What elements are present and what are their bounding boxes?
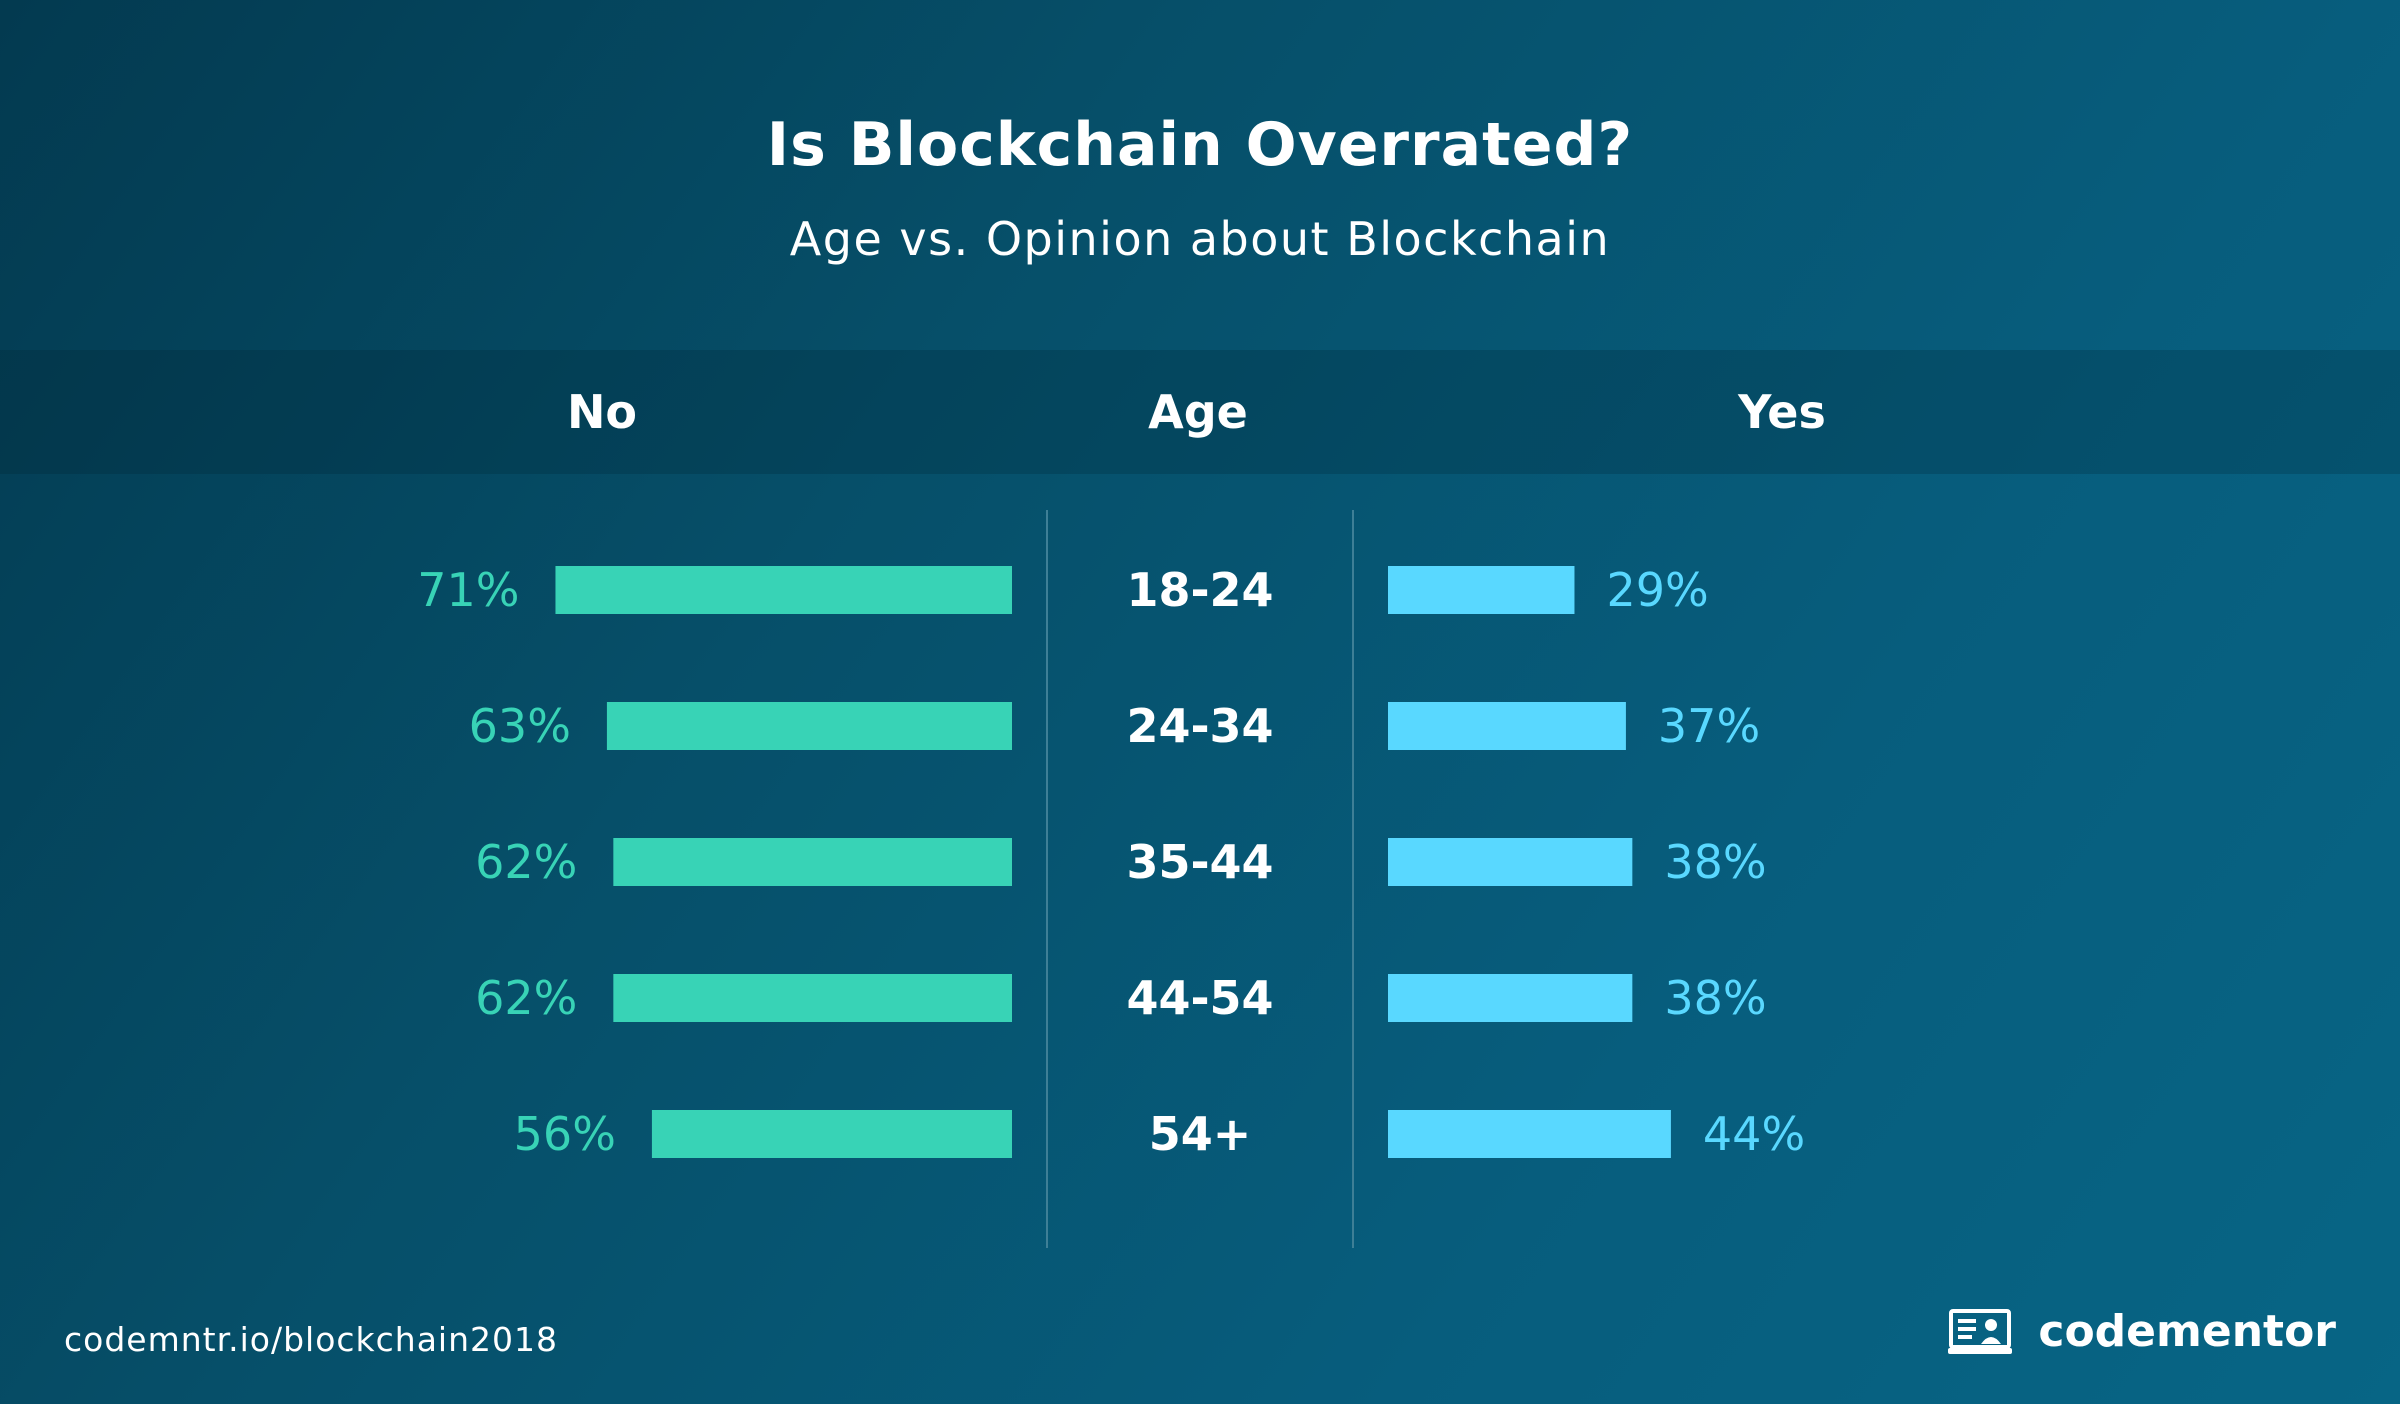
no-value-label: 71% xyxy=(417,563,519,617)
no-bar xyxy=(606,702,1012,750)
brand-name: codementor xyxy=(2038,1306,2336,1357)
yes-bar xyxy=(1388,838,1633,886)
yes-value-label: 38% xyxy=(1664,835,1766,889)
yes-value-label: 29% xyxy=(1606,563,1708,617)
age-category-label: 35-44 xyxy=(1126,835,1273,889)
column-header-age: Age xyxy=(1148,385,1248,439)
chart-title: Is Blockchain Overrated? xyxy=(766,110,1634,180)
no-bar xyxy=(555,566,1012,614)
chart-subtitle: Age vs. Opinion about Blockchain xyxy=(789,212,1611,266)
no-bar xyxy=(613,974,1012,1022)
no-value-label: 56% xyxy=(514,1107,616,1161)
codementor-logo-icon xyxy=(1948,1308,2013,1354)
yes-bar xyxy=(1388,702,1626,750)
brand: codementor xyxy=(1948,1306,2336,1357)
no-bar xyxy=(651,1110,1012,1158)
age-category-label: 44-54 xyxy=(1126,971,1273,1025)
yes-bar xyxy=(1388,566,1575,614)
no-bar xyxy=(613,838,1012,886)
age-category-label: 18-24 xyxy=(1126,563,1273,617)
yes-value-label: 38% xyxy=(1664,971,1766,1025)
no-value-label: 62% xyxy=(475,835,577,889)
yes-value-label: 37% xyxy=(1658,699,1760,753)
column-header-no: No xyxy=(566,385,638,439)
age-category-label: 24-34 xyxy=(1126,699,1273,753)
no-value-label: 62% xyxy=(475,971,577,1025)
no-value-label: 63% xyxy=(469,699,571,753)
yes-bar xyxy=(1388,974,1633,1022)
column-header-yes: Yes xyxy=(1738,385,1826,439)
age-category-label: 54+ xyxy=(1149,1107,1252,1161)
yes-bar xyxy=(1388,1110,1671,1158)
yes-value-label: 44% xyxy=(1703,1107,1805,1161)
column-header-band xyxy=(0,350,2400,474)
footer-url: codemntr.io/blockchain2018 xyxy=(64,1320,558,1359)
